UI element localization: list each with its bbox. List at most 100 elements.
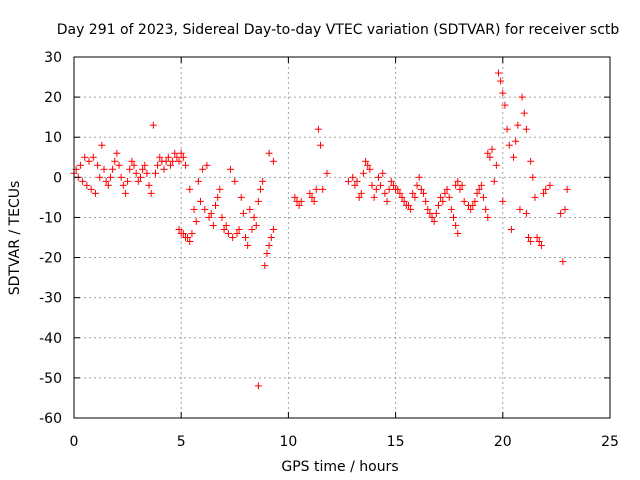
data-point [323,169,331,177]
data-point [216,185,224,193]
data-point [201,205,209,213]
data-point [269,157,277,165]
data-point [516,205,524,213]
data-point [139,165,147,173]
x-tick-label: 15 [387,434,405,450]
data-point [154,161,162,169]
data-point [546,181,554,189]
data-point [437,193,445,201]
data-point [407,205,415,213]
y-tick-label: -50 [39,371,62,387]
plot-frame [73,56,611,419]
data-point [149,121,157,129]
data-point [522,125,530,133]
data-point [372,185,380,193]
x-tick-label: 0 [70,434,79,450]
data-point [100,165,108,173]
x-tick-label: 10 [279,434,297,450]
data-point [443,185,451,193]
data-point [134,177,142,185]
data-point [394,185,402,193]
data-point [196,197,204,205]
data-point [477,181,485,189]
data-point [366,165,374,173]
data-point [171,149,179,157]
data-point [537,242,545,250]
data-point [164,153,172,161]
data-point [510,153,518,161]
data-point [527,238,535,246]
data-point [126,165,134,173]
data-point [370,193,378,201]
data-point [351,181,359,189]
data-point [306,189,314,197]
data-point [145,181,153,189]
y-tick-label: 20 [44,90,62,106]
data-point [179,229,187,237]
data-point [175,225,183,233]
data-point [467,205,475,213]
data-point [458,181,466,189]
data-point [246,205,254,213]
data-point [81,153,89,161]
data-point [533,234,541,241]
data-point [85,157,93,165]
data-point [383,197,391,205]
data-point [499,89,507,97]
data-point [184,234,192,241]
data-point [353,177,361,185]
data-point [227,165,235,173]
data-point [419,189,427,197]
data-point [525,234,533,241]
data-point [314,125,322,133]
data-point [452,181,460,189]
data-point [261,262,269,270]
data-point [404,201,412,209]
y-tick-label: -20 [39,251,62,267]
data-point [89,153,97,161]
data-point [265,149,273,157]
x-axis-label: GPS time / hours [281,459,398,475]
data-point [96,173,104,181]
data-point [237,193,245,201]
data-point [456,185,464,193]
data-point [381,189,389,197]
data-point [310,197,318,205]
data-point [449,213,457,221]
data-point [151,169,159,177]
data-point [147,189,155,197]
data-point [181,161,189,169]
data-point [109,165,117,173]
data-point [503,125,511,133]
data-point [362,157,370,165]
data-point [220,225,228,233]
chart-title: Day 291 of 2023, Sidereal Day-to-day VTE… [57,22,620,38]
data-point [379,169,387,177]
y-axis-label: SDTVAR / TECUs [7,181,23,296]
data-point [492,161,500,169]
data-point [387,177,395,185]
data-point [218,213,226,221]
y-tick-label: -10 [39,210,62,226]
data-point [374,173,382,181]
data-point [199,165,207,173]
data-point [269,225,277,233]
data-point [434,201,442,209]
data-point [156,153,164,161]
data-point [248,225,256,233]
data-point [527,157,535,165]
data-point [473,189,481,197]
axis-ticks [73,56,611,419]
data-point [214,193,222,201]
data-point [141,161,149,169]
y-tick-label: 10 [44,130,62,146]
data-point [454,229,462,237]
data-point [87,185,95,193]
data-point [297,197,305,205]
y-tick-label: -40 [39,331,62,347]
data-point [411,193,419,201]
data-point [505,141,513,149]
data-point [445,193,453,201]
data-point [424,205,432,213]
